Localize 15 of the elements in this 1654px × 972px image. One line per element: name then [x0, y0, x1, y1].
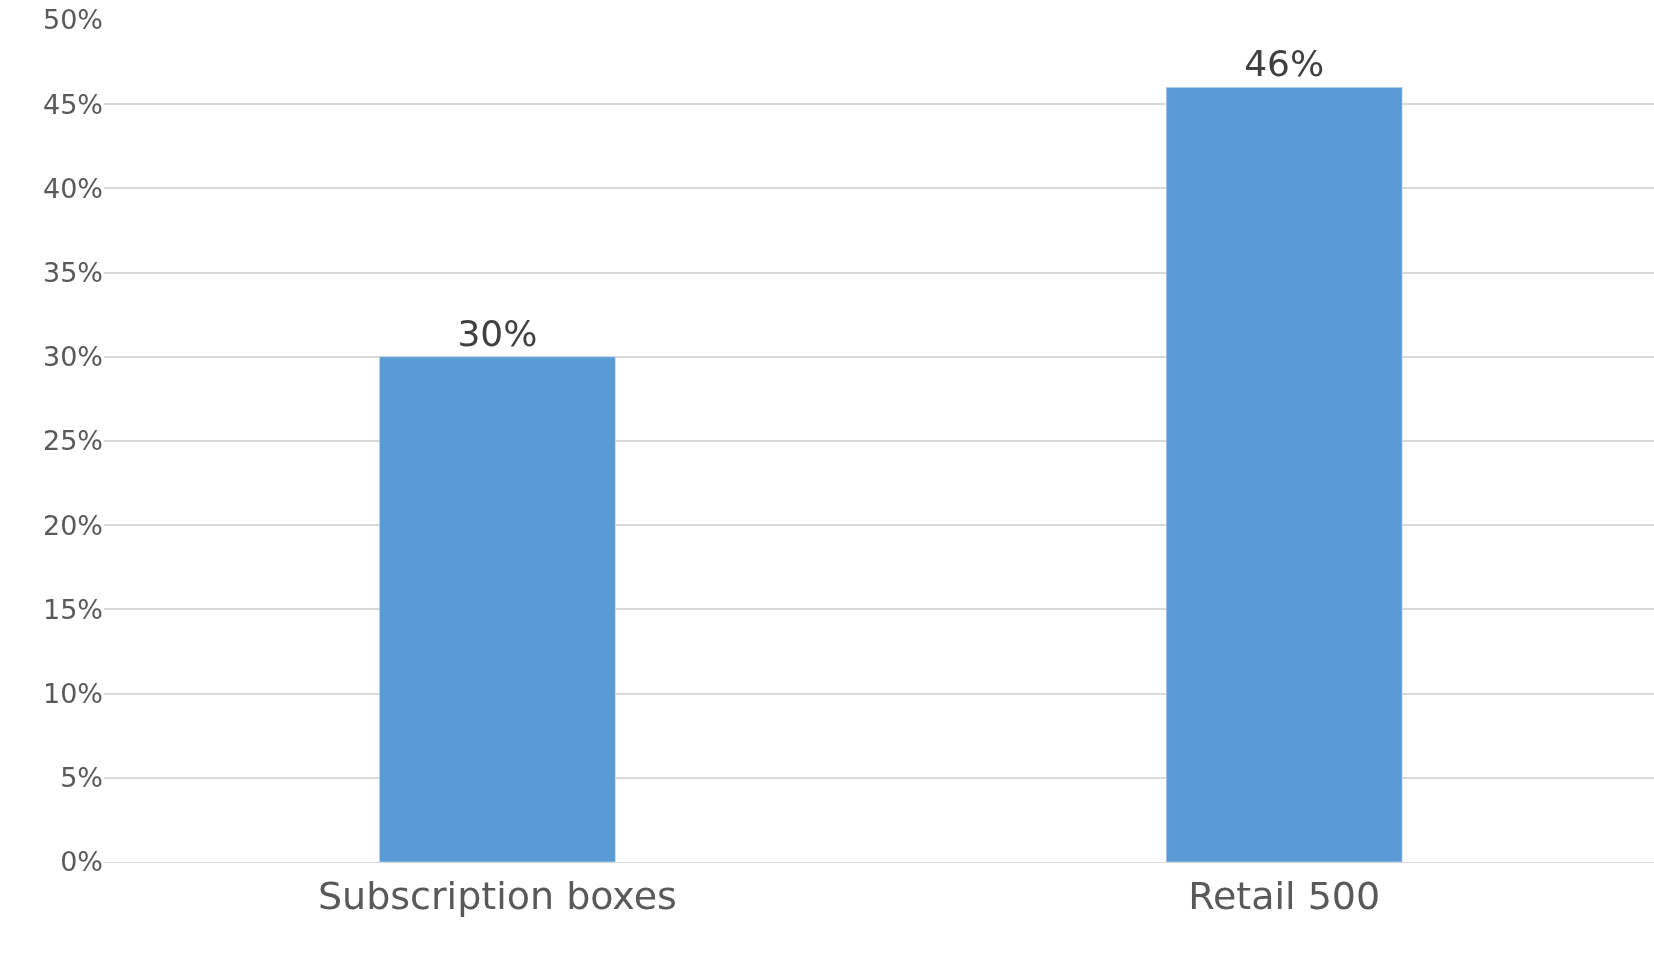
y-tick-label: 0% — [60, 846, 103, 878]
y-tick-label: 30% — [42, 341, 103, 373]
y-tick-label: 45% — [42, 88, 103, 120]
y-tick-label: 5% — [60, 762, 103, 794]
y-tick-label: 20% — [42, 509, 103, 541]
x-tick-label: Subscription boxes — [317, 873, 677, 918]
y-tick-label: 40% — [42, 172, 103, 204]
data-label: 30% — [457, 312, 538, 354]
x-tick-label: Retail 500 — [1188, 873, 1381, 918]
y-tick-label: 35% — [42, 257, 103, 289]
y-tick-label: 50% — [42, 4, 103, 36]
y-tick-label: 10% — [42, 678, 103, 710]
y-tick-label: 15% — [42, 593, 103, 625]
y-tick-label: 25% — [42, 425, 103, 457]
data-label: 46% — [1244, 43, 1325, 85]
